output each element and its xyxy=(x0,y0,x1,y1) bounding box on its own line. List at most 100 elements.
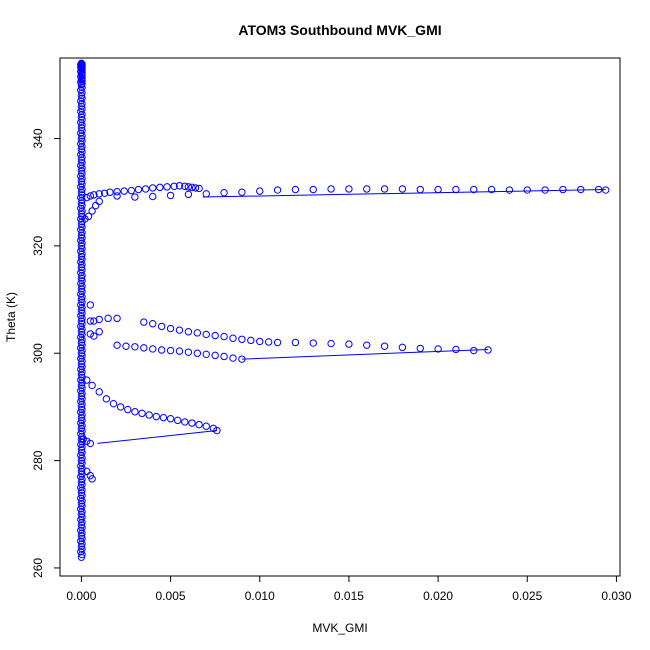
data-point xyxy=(247,336,255,345)
data-point xyxy=(77,274,86,282)
data-point xyxy=(487,185,496,194)
data-point xyxy=(363,341,371,349)
data-point xyxy=(78,79,86,88)
data-point xyxy=(202,350,210,359)
data-point xyxy=(188,183,196,192)
data-point xyxy=(77,553,86,561)
data-point xyxy=(380,185,389,193)
data-point xyxy=(238,335,246,343)
data-point xyxy=(140,318,148,326)
data-point xyxy=(77,446,86,454)
plot-area xyxy=(77,59,610,561)
data-point xyxy=(95,315,103,324)
data-point xyxy=(95,190,103,198)
data-point xyxy=(113,314,121,323)
data-point xyxy=(88,475,96,483)
x-axis-label: MVK_GMI xyxy=(312,621,367,635)
data-point xyxy=(163,183,171,191)
data-point xyxy=(78,330,86,339)
data-point xyxy=(77,392,86,400)
data-point xyxy=(77,371,86,379)
data-point xyxy=(159,413,168,422)
data-point xyxy=(78,255,86,263)
data-point xyxy=(291,338,300,347)
data-point xyxy=(505,186,514,194)
data-point xyxy=(91,201,100,210)
data-point xyxy=(78,427,86,435)
data-point xyxy=(78,137,86,145)
data-point xyxy=(131,408,139,416)
data-point xyxy=(273,186,282,194)
data-point xyxy=(77,489,86,497)
data-point xyxy=(78,234,86,242)
x-tick-label: 0.005 xyxy=(156,589,186,603)
data-point xyxy=(78,470,86,478)
data-point xyxy=(78,395,86,403)
x-tick-label: 0.020 xyxy=(423,589,453,603)
data-point xyxy=(90,191,98,199)
data-point xyxy=(327,185,335,193)
data-point xyxy=(184,328,193,336)
data-point xyxy=(220,352,228,361)
data-point xyxy=(156,183,164,192)
data-point xyxy=(174,416,182,425)
data-point xyxy=(213,426,221,435)
data-point xyxy=(577,185,585,194)
data-point xyxy=(175,182,184,190)
data-point xyxy=(77,295,86,304)
data-point xyxy=(211,351,219,360)
data-point xyxy=(77,167,86,175)
data-point xyxy=(78,201,86,210)
data-point xyxy=(77,242,86,250)
data-point xyxy=(416,344,424,353)
data-point xyxy=(166,415,175,423)
data-point xyxy=(166,346,175,355)
data-point xyxy=(77,73,85,81)
y-tick-label: 280 xyxy=(31,450,45,470)
data-point xyxy=(229,334,237,342)
data-point xyxy=(86,192,95,200)
data-point xyxy=(195,420,203,429)
data-point xyxy=(78,438,86,446)
data-point xyxy=(78,502,86,510)
data-point xyxy=(77,542,86,551)
data-point xyxy=(149,184,157,192)
data-point xyxy=(559,185,567,194)
data-point xyxy=(77,478,86,486)
data-point xyxy=(78,212,86,221)
data-point xyxy=(78,384,86,392)
data-point xyxy=(77,113,86,121)
data-point xyxy=(202,422,210,430)
data-point xyxy=(86,301,95,309)
data-point xyxy=(113,192,121,200)
x-tick-label: 0.030 xyxy=(601,589,631,603)
data-point xyxy=(124,405,132,414)
data-point xyxy=(77,306,86,314)
data-point xyxy=(175,347,184,355)
data-point xyxy=(170,182,178,190)
data-point xyxy=(78,180,86,188)
data-point xyxy=(238,355,246,363)
data-point xyxy=(120,187,128,195)
data-point xyxy=(211,331,219,340)
x-axis: 0.000 0.005 0.010 0.015 0.020 0.025 0.030 xyxy=(66,575,632,603)
data-point xyxy=(452,185,460,194)
data-point xyxy=(138,409,146,418)
data-point xyxy=(78,352,86,360)
data-point xyxy=(77,209,86,218)
data-point xyxy=(141,185,150,193)
data-point xyxy=(78,94,86,102)
data-point xyxy=(77,252,86,261)
data-point xyxy=(149,345,157,353)
data-point xyxy=(90,332,98,340)
data-point xyxy=(77,499,86,508)
y-axis: 260 280 300 320 340 xyxy=(31,128,61,578)
data-point xyxy=(88,207,96,215)
data-point xyxy=(77,381,86,390)
data-point xyxy=(149,192,157,201)
data-point xyxy=(191,184,200,192)
data-point xyxy=(256,187,264,195)
data-point xyxy=(78,77,86,85)
data-point xyxy=(78,223,86,231)
data-point xyxy=(380,342,389,350)
